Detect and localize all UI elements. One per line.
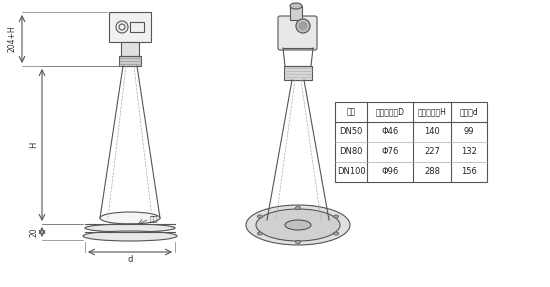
Text: 喇叭口高度H: 喇叭口高度H xyxy=(417,108,447,117)
Text: 132: 132 xyxy=(461,148,477,156)
Ellipse shape xyxy=(257,215,262,218)
Text: DN100: DN100 xyxy=(337,168,365,177)
Text: 99: 99 xyxy=(464,127,474,137)
Text: 156: 156 xyxy=(461,168,477,177)
Text: 227: 227 xyxy=(424,148,440,156)
Ellipse shape xyxy=(83,231,177,241)
Circle shape xyxy=(299,22,307,30)
Ellipse shape xyxy=(256,209,340,241)
Text: 法兰: 法兰 xyxy=(150,216,158,222)
Text: 法兰: 法兰 xyxy=(346,108,356,117)
FancyBboxPatch shape xyxy=(278,16,317,50)
Text: 喇叭口直径D: 喇叭口直径D xyxy=(376,108,404,117)
Text: 288: 288 xyxy=(424,168,440,177)
Text: d: d xyxy=(127,255,133,265)
Ellipse shape xyxy=(295,207,300,210)
Text: 140: 140 xyxy=(424,127,440,137)
Text: Φ96: Φ96 xyxy=(381,168,399,177)
Text: 四氟盘d: 四氟盘d xyxy=(460,108,478,117)
Ellipse shape xyxy=(285,220,311,230)
Ellipse shape xyxy=(246,205,350,245)
Text: 204+H: 204+H xyxy=(8,26,16,52)
Ellipse shape xyxy=(257,232,262,235)
Bar xyxy=(335,102,487,182)
Text: DN80: DN80 xyxy=(339,148,363,156)
Text: Φ76: Φ76 xyxy=(381,148,399,156)
Bar xyxy=(109,12,151,42)
Text: DN50: DN50 xyxy=(339,127,362,137)
Ellipse shape xyxy=(85,224,175,232)
Bar xyxy=(119,56,141,66)
Bar xyxy=(284,66,312,80)
Text: Φ46: Φ46 xyxy=(381,127,399,137)
Ellipse shape xyxy=(334,232,339,235)
Bar xyxy=(290,6,302,20)
Ellipse shape xyxy=(334,215,339,218)
Text: H: H xyxy=(30,142,38,148)
Ellipse shape xyxy=(100,212,160,224)
Bar xyxy=(130,22,144,32)
Ellipse shape xyxy=(295,241,300,243)
Circle shape xyxy=(296,19,310,33)
Bar xyxy=(121,42,139,56)
Ellipse shape xyxy=(290,3,302,9)
Text: 20: 20 xyxy=(30,227,38,237)
